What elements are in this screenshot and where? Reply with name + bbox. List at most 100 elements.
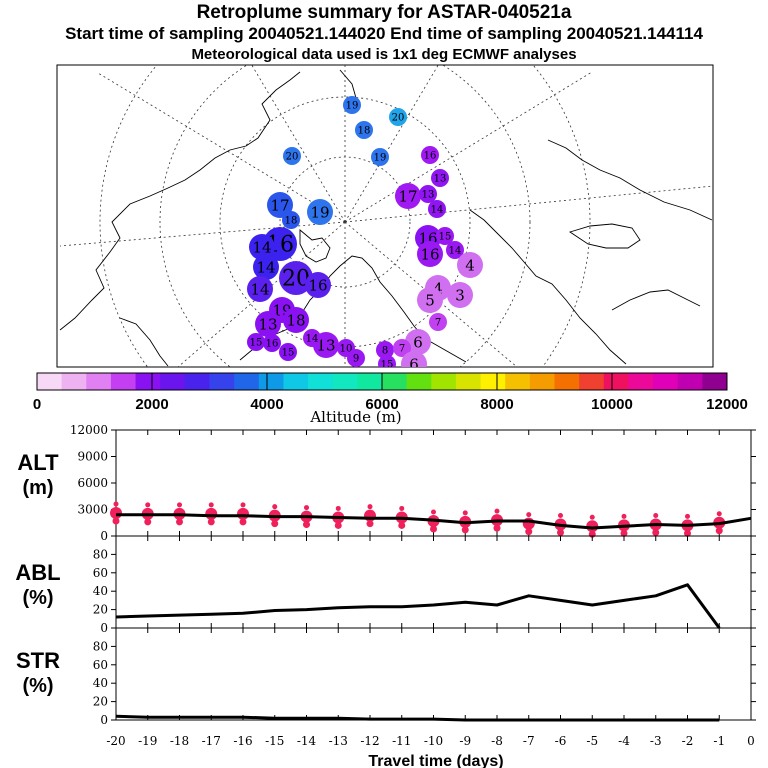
map-marker-label: 19 <box>346 101 359 112</box>
map-marker-label: 15 <box>381 360 394 371</box>
altitude-cluster <box>557 529 564 537</box>
y-tick-label: 3000 <box>77 503 108 517</box>
map-marker <box>343 96 361 114</box>
map-marker <box>419 185 437 203</box>
map-marker <box>283 307 309 333</box>
map-marker-label: 9 <box>353 354 359 365</box>
latitude-circle <box>159 65 531 367</box>
altitude-cluster <box>684 529 691 537</box>
sampling-time-subtitle: Start time of sampling 20040521.144020 E… <box>65 24 703 43</box>
x-tick-label: -3 <box>650 734 662 748</box>
x-tick-label: -8 <box>491 734 503 748</box>
y-tick-label: 6000 <box>77 476 108 490</box>
map-marker-label: 13 <box>316 336 335 354</box>
altitude-cluster <box>334 521 342 529</box>
altitude-cluster <box>303 521 310 529</box>
coastline-east <box>611 289 701 311</box>
altitude-cluster <box>207 518 215 526</box>
coastline-bay <box>119 317 169 367</box>
series-line-str <box>115 714 720 722</box>
map-marker <box>417 241 443 267</box>
y-tick-label: 80 <box>93 547 108 561</box>
colorbar-label: Altitude (m) <box>309 408 401 426</box>
map-marker <box>378 355 396 367</box>
x-tick-label: -6 <box>555 734 567 748</box>
map-marker <box>376 341 394 359</box>
map-marker-label: 14 <box>256 258 275 276</box>
y-tick-label: 40 <box>93 676 108 690</box>
altitude-cluster <box>620 529 628 537</box>
met-data-subtitle: Meteorological data used is 1x1 deg ECMW… <box>191 46 577 63</box>
colorbar-cell <box>603 373 629 390</box>
altitude-cluster <box>494 508 500 514</box>
map-marker-label: 18 <box>358 126 371 137</box>
meridian-line <box>251 65 346 223</box>
map-marker-label: 16 <box>308 276 327 294</box>
colorbar-cell <box>505 373 531 390</box>
x-tick-label: 0 <box>747 734 755 748</box>
x-tick-label: -14 <box>297 734 317 748</box>
x-tick-label: -2 <box>682 734 694 748</box>
series-line-abl <box>115 583 721 629</box>
colorbar-cells <box>37 373 728 390</box>
map-marker-label: 15 <box>250 338 263 349</box>
map-marker-label: 20 <box>392 113 405 124</box>
map-marker-label: 3 <box>455 286 465 304</box>
map-marker-label: 13 <box>422 190 435 201</box>
map-marker <box>405 329 431 355</box>
altitude-cluster <box>621 513 627 519</box>
altitude-cluster <box>205 507 218 520</box>
colorbar-ticks: 0 2000 4000 6000 8000 10000 12000 <box>33 373 748 413</box>
colorbar-cell <box>110 373 137 390</box>
coastlines <box>59 69 713 367</box>
panel-label: ABL <box>15 560 60 585</box>
map-marker <box>347 349 365 367</box>
x-tick-label: -16 <box>233 734 252 748</box>
colorbar-cell <box>209 373 235 390</box>
colorbar-tick-label: 0 <box>33 396 41 413</box>
coastline-asia <box>547 139 713 221</box>
coastline-north-america <box>59 71 301 331</box>
x-tick-label: -9 <box>459 734 471 748</box>
latitude-circle <box>99 65 591 367</box>
map-marker <box>446 241 464 259</box>
colorbar: 0 2000 4000 6000 8000 10000 12000 Altitude (m) <box>33 372 748 426</box>
panel-label: STR <box>16 648 60 673</box>
coastline-europe <box>469 209 627 365</box>
map-frame <box>56 64 714 368</box>
altitude-cluster <box>113 501 119 507</box>
colorbar-cell <box>653 373 679 390</box>
x-tick-label: -20 <box>106 734 125 748</box>
colorbar-cell <box>308 373 334 390</box>
map-marker <box>401 351 427 367</box>
x-tick-label: -17 <box>202 734 221 748</box>
x-tick-label: -12 <box>360 734 379 748</box>
map-marker <box>371 148 389 166</box>
map-marker <box>428 200 446 218</box>
time-series-panels: ALT(m)030006000900012000ABL(%)020406080S… <box>15 423 756 748</box>
altitude-cluster <box>367 504 373 510</box>
meridian-line <box>344 71 593 223</box>
colorbar-tick-label: 12000 <box>706 396 748 413</box>
x-tick-label: -11 <box>392 734 411 748</box>
y-tick-label: 40 <box>93 584 108 598</box>
map-marker-label: 16 <box>266 339 279 350</box>
altitude-cluster <box>364 509 376 522</box>
x-tick-label: -15 <box>265 734 284 748</box>
x-axis-tick-labels: -20 -19 -18 -17 -16 -15 -14 -13 -12 -11 -10 -9 -8 -7-… <box>106 734 754 748</box>
map-marker-label: 14 <box>250 280 269 298</box>
map-marker <box>247 276 273 302</box>
altitude-cluster <box>461 526 469 534</box>
panel-abl: ABL(%) 0 20 40 60 80 <box>15 535 756 635</box>
altitude-cluster <box>272 504 278 510</box>
colorbar-cell <box>579 373 605 390</box>
colorbar-tick-label: 2000 <box>135 396 168 413</box>
map-marker-label: 6 <box>413 333 423 351</box>
map-marker-label: 16 <box>420 245 439 263</box>
map-marker <box>305 272 331 298</box>
altitude-cluster <box>237 507 249 520</box>
x-tick-label: -4 <box>618 734 630 748</box>
